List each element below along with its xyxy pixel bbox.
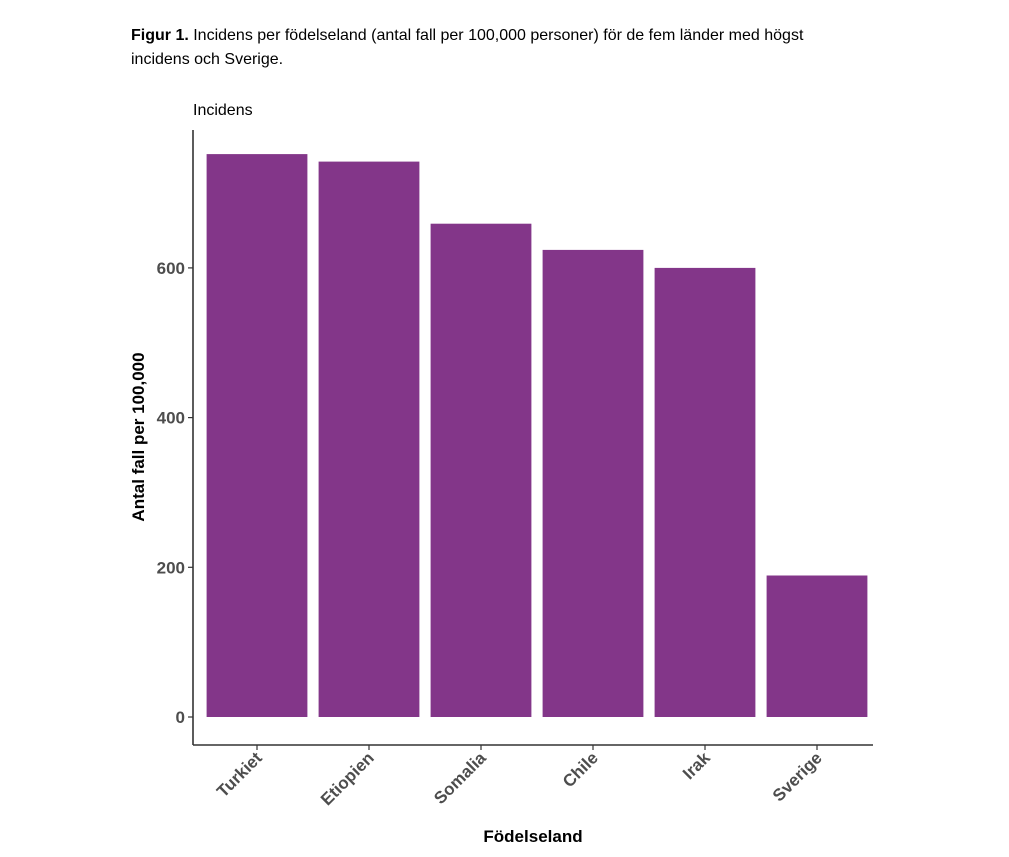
- chart-title: Incidens: [193, 102, 253, 119]
- bar-chile: [542, 249, 644, 717]
- x-tick-label-somalia: Somalia: [430, 748, 490, 808]
- y-tick-label: 200: [157, 558, 185, 577]
- y-tick-label: 600: [157, 259, 185, 278]
- bars-group: [206, 154, 868, 718]
- bar-irak: [654, 267, 756, 717]
- x-tick-label-turkiet: Turkiet: [213, 748, 266, 801]
- figure-caption: Figur 1. Incidens per födelseland (antal…: [131, 24, 851, 72]
- x-tick-label-etiopien: Etiopien: [317, 748, 378, 809]
- bar-etiopien: [318, 161, 420, 718]
- bar-turkiet: [206, 154, 308, 718]
- y-tick-label: 400: [157, 409, 185, 428]
- x-tick-label-sverige: Sverige: [769, 748, 826, 805]
- x-tick-label-chile: Chile: [559, 748, 602, 791]
- bar-somalia: [430, 223, 532, 717]
- x-tick-label-irak: Irak: [679, 748, 714, 783]
- caption-label: Figur 1.: [131, 27, 189, 44]
- caption-text: Incidens per födelseland (antal fall per…: [131, 27, 804, 68]
- x-axis-title: Födelseland: [483, 827, 582, 846]
- x-axis: Turkiet Etiopien Somalia Chile Irak Sverige: [193, 744, 873, 809]
- y-axis: 0 200 400 600: [157, 130, 194, 745]
- y-axis-title: Antal fall per 100,000: [129, 352, 148, 521]
- y-tick-label: 0: [176, 708, 185, 727]
- bar-sverige: [766, 575, 868, 717]
